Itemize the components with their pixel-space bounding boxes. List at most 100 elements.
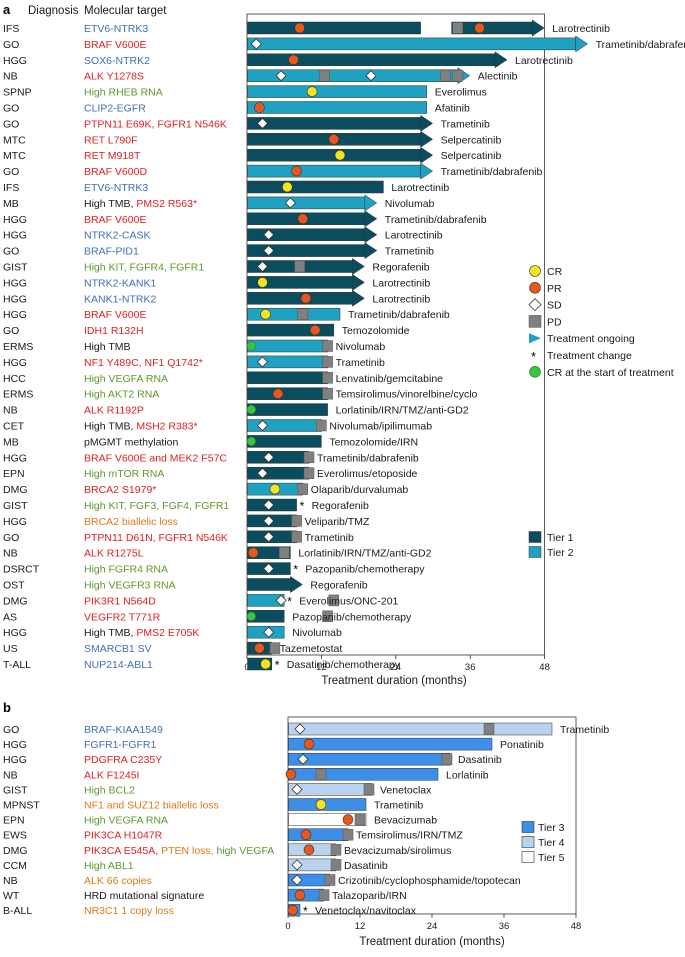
target-segment: ALK F1245I: [84, 769, 139, 781]
response-pr-marker: [247, 547, 259, 559]
treatment-label: Everolimus/ONC-201: [299, 595, 398, 607]
response-sd-marker: [263, 531, 275, 543]
target-segment: NTRK2-CASK: [84, 230, 151, 242]
response-pd-marker: [322, 340, 333, 352]
treatment-label: Larotrectinib: [552, 23, 610, 35]
response-sd-marker: [263, 515, 275, 527]
target-segment: High AKT2 RNA: [84, 389, 159, 401]
duration-bar: [288, 737, 493, 751]
treatment-label: Trametinib/dabrafenib: [385, 214, 487, 226]
ongoing-arrow: [352, 258, 365, 275]
target-label: High TMB, MSH2 R383*: [84, 421, 198, 433]
legend-response-label: PD: [547, 316, 562, 328]
bar-row: HGG KANK1-NTRK2 Larotrectinib: [3, 289, 430, 307]
bar-row: HGG SOX6-NTRK2 Larotrectinib: [3, 51, 573, 69]
ongoing-arrow: [352, 289, 365, 307]
bar-row: GIST High KIT, FGF3, FGF4, FGFR1 * Regorafe…: [3, 498, 369, 513]
target-segment: BRAF V600E: [84, 214, 146, 226]
diagnosis-label: GO: [3, 325, 19, 337]
legend-sd-icon: [528, 298, 542, 312]
response-pd-marker: [294, 260, 305, 273]
response-sd-marker: [263, 563, 275, 575]
diagnosis-label: NB: [3, 769, 18, 781]
target-segment: BRAF V600D: [84, 166, 147, 178]
bar-row: GO IDH1 R132H Temozolomide: [3, 323, 410, 337]
bar-row: HCC High VEGFA RNA Lenvatinib/gemcitabine: [3, 371, 443, 385]
response-pd-marker: [318, 889, 330, 901]
treatment-label: Everolimus/etoposide: [317, 468, 418, 480]
target-label: BRAF V600E: [84, 309, 146, 321]
ongoing-arrow: [364, 226, 378, 244]
treatment-label: Trametinib/dabrafenib: [317, 452, 419, 464]
bar-row: NB ALK R1275L Lorlatinib/IRN/TMZ/anti-GD2: [3, 546, 432, 560]
treatment-label: Temsirolimus/vinorelbine/cyclo: [336, 389, 478, 401]
treatment-label: Pazopanib/chemotherapy: [292, 611, 412, 623]
bar-row: MPNST NF1 and SUZ12 biallelic loss Trameti…: [3, 798, 423, 812]
bar-row: T-ALL NUP214-ABL1 * Dasatinib/chemotherapy: [3, 657, 401, 672]
response-pr-marker: [288, 54, 299, 66]
legend-response-label: Treatment change: [547, 350, 632, 362]
treatment-label: Trametinib: [385, 246, 434, 258]
duration-bar: [247, 164, 421, 178]
response-pd-marker: [330, 844, 342, 856]
treatment-label: Nivolumab: [385, 198, 435, 210]
target-segment: High mTOR RNA: [84, 468, 164, 480]
bar-row: DSRCT High FGFR4 RNA * Pazopanib/chemothera…: [3, 562, 425, 577]
response-pd-marker: [354, 813, 366, 826]
ongoing-arrow: [420, 130, 434, 148]
treatment-label: Selpercatinib: [441, 134, 502, 146]
bar-row: MB pMGMT methylation Temozolomide/IRN: [3, 435, 418, 448]
bar-row: IFS ETV6-NTRK3 Larotrectinib: [3, 19, 610, 37]
ongoing-arrow: [364, 194, 378, 212]
diagnosis-label: GO: [3, 39, 19, 51]
ongoing-arrow: [531, 19, 545, 37]
diagnosis-label: NB: [3, 875, 18, 887]
target-segment: High VEGFA RNA: [84, 815, 168, 827]
target-segment: High VEGFR3 RNA: [84, 580, 176, 592]
treatment-label: Trametinib: [305, 532, 354, 544]
x-tick-label: 12: [316, 662, 327, 673]
x-tick-label: 48: [571, 921, 582, 932]
diagnosis-label: CCM: [3, 860, 27, 872]
treatment-label: Crizotinib/cyclophosphamide/topotecan: [338, 875, 521, 887]
diagnosis-label: HGG: [3, 452, 27, 464]
duration-bar-segment: [451, 21, 533, 35]
target-segment: PTPN11 E69K, FGFR1 N546K: [84, 118, 227, 130]
bar-row: MTC RET M918T Selpercatinib: [3, 146, 501, 164]
diagnosis-label: DMG: [3, 845, 28, 857]
diagnosis-label: HGG: [3, 230, 27, 242]
response-pd-marker: [297, 308, 309, 320]
treatment-label: Larotrectinib: [372, 277, 430, 289]
bar-row: EWS PIK3CA H1047R Temsirolimus/IRN/TMZ: [3, 828, 463, 842]
response-pr-marker: [309, 324, 321, 336]
diagnosis-label: HGG: [3, 214, 27, 226]
response-pd-marker: [440, 69, 451, 82]
target-segment: PTEN loss,: [161, 845, 216, 857]
response-cr-marker: [260, 308, 271, 320]
target-segment: High RHEB RNA: [84, 87, 163, 99]
treatment-label: Regorafenib: [312, 500, 369, 512]
target-segment: ALK 66 copies: [84, 875, 152, 887]
target-label: pMGMT methylation: [84, 436, 178, 448]
response-pr-marker: [303, 844, 315, 856]
response-pr-marker: [297, 213, 309, 225]
target-segment: PMS2 R563*: [136, 198, 197, 210]
target-segment: NTRK2-KANK1: [84, 277, 157, 289]
treatment-label: Regorafenib: [310, 580, 367, 592]
response-sd-marker: [263, 245, 275, 257]
diagnosis-label: US: [3, 643, 18, 655]
duration-bar: [288, 888, 325, 902]
bar-row: GO PTPN11 E69K, FGFR1 N546K Trametinib: [3, 114, 490, 132]
panel-b-xlabel: Treatment duration (months): [359, 936, 504, 948]
duration-bar: [247, 292, 353, 305]
diagnosis-label: AS: [3, 611, 17, 623]
target-segment: BRCA2 biallelic loss: [84, 516, 178, 528]
target-label: High BCL2: [84, 784, 135, 796]
target-segment: BRAF-KIAA1549: [84, 724, 163, 736]
ongoing-arrow: [364, 242, 378, 260]
duration-bar: [247, 53, 496, 67]
response-pr-marker: [254, 102, 265, 113]
response-cr-start-marker: [246, 405, 256, 415]
response-cr-marker: [306, 86, 318, 97]
target-label: FGFR1-FGFR1: [84, 739, 156, 751]
